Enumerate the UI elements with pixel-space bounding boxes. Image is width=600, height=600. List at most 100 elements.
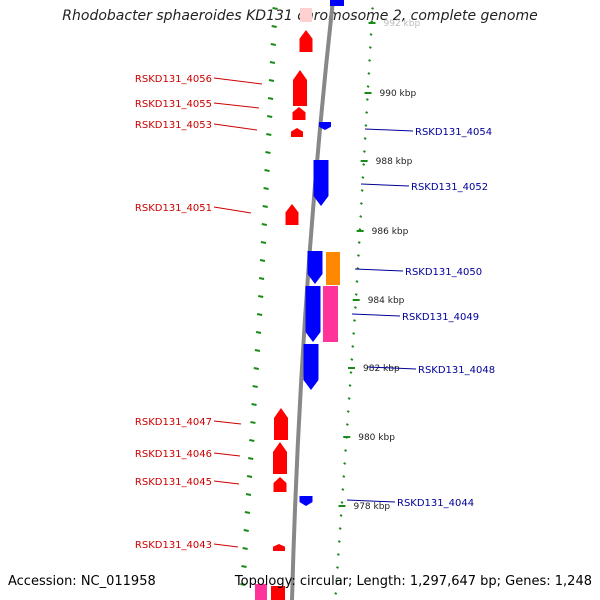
inner-tick	[258, 295, 264, 298]
inner-tick	[242, 547, 248, 550]
gene-label-reverse[interactable]: RSKD131_4054	[415, 127, 492, 138]
gene-red-bottom[interactable]	[271, 586, 285, 600]
feature-orange[interactable]	[326, 252, 340, 285]
label-leader-line	[364, 128, 414, 132]
gene-rskd131-4055[interactable]	[292, 107, 306, 120]
label-leader-line	[213, 77, 263, 85]
outer-tick	[365, 98, 369, 101]
outer-tick	[361, 176, 365, 179]
gene-label-forward[interactable]: RSKD131_4043	[135, 540, 212, 551]
outer-tick	[338, 527, 342, 530]
feature-pink[interactable]	[323, 286, 338, 342]
outer-tick	[341, 488, 345, 491]
gene-pink-faded	[300, 8, 312, 22]
gene-rskd131-4045[interactable]	[273, 477, 287, 492]
inner-tick	[270, 43, 276, 46]
gene-rskd131-4046[interactable]	[273, 442, 287, 474]
outer-tick	[337, 540, 341, 543]
outer-tick	[346, 410, 350, 413]
label-leader-line	[213, 543, 239, 548]
inner-tick	[246, 475, 253, 478]
gene-label-forward[interactable]: RSKD131_4045	[135, 477, 212, 488]
gene-rskd131-4051[interactable]	[285, 204, 299, 225]
gene-rskd131-4049-blue[interactable]	[305, 286, 321, 342]
outer-tick	[350, 358, 354, 361]
inner-tick	[271, 25, 277, 28]
gene-label-reverse[interactable]: RSKD131_4044	[397, 498, 474, 509]
kbp-label: 990 kbp	[380, 89, 417, 99]
outer-tick	[366, 85, 370, 88]
gene-label-reverse[interactable]: RSKD131_4048	[418, 365, 495, 376]
outer-tick	[343, 462, 347, 465]
inner-tick	[269, 61, 276, 64]
outer-tick	[368, 46, 372, 49]
inner-tick	[264, 169, 270, 172]
outer-tick	[362, 163, 366, 166]
outer-tick	[370, 20, 374, 23]
label-leader-line	[213, 206, 252, 214]
inner-tick	[255, 331, 262, 334]
gene-rskd131-4050-blue[interactable]	[307, 251, 323, 284]
inner-tick	[258, 277, 265, 280]
outer-tick	[362, 150, 366, 153]
inner-tick	[267, 97, 274, 100]
gene-rskd131-4054[interactable]	[319, 122, 331, 130]
inner-tick	[254, 349, 261, 352]
outer-tick	[354, 293, 358, 296]
gene-label-reverse[interactable]: RSKD131_4050	[405, 267, 482, 278]
gene-label-forward[interactable]: RSKD131_4046	[135, 449, 212, 460]
outer-tick	[349, 371, 353, 374]
map-title: Rhodobacter sphaeroides KD131 chromosome…	[62, 8, 538, 24]
gene-label-forward[interactable]: RSKD131_4053	[135, 120, 212, 131]
label-leader-line	[213, 420, 242, 425]
kbp-label: 984 kbp	[368, 296, 405, 306]
outer-tick	[347, 397, 351, 400]
gene-rskd131-4044[interactable]	[299, 496, 313, 506]
outer-tick	[365, 111, 369, 114]
outer-tick	[357, 254, 360, 257]
outer-tick	[357, 241, 361, 244]
gene-label-forward[interactable]: RSKD131_4047	[135, 417, 212, 428]
outer-tick	[364, 124, 368, 127]
inner-tick	[266, 133, 272, 136]
outer-tick	[358, 228, 362, 231]
label-leader-line	[213, 123, 258, 131]
outer-tick	[369, 33, 373, 36]
inner-tick	[251, 403, 257, 406]
outer-tick	[359, 202, 363, 205]
inner-tick	[265, 151, 271, 154]
outer-tick	[355, 280, 359, 283]
label-leader-line	[367, 366, 417, 370]
gene-label-reverse[interactable]: RSKD131_4052	[411, 182, 488, 193]
gene-label-reverse[interactable]: RSKD131_4049	[402, 312, 479, 323]
outer-tick	[334, 592, 338, 595]
label-leader-line	[360, 183, 410, 187]
gene-rskd131-4056[interactable]	[293, 70, 307, 106]
outer-tick	[342, 475, 346, 478]
outer-tick	[336, 553, 340, 556]
outer-tick	[345, 423, 349, 426]
gene-label-forward[interactable]: RSKD131_4051	[135, 203, 212, 214]
inner-tick	[245, 493, 252, 496]
outer-tick	[371, 7, 374, 10]
outer-tick	[368, 59, 372, 62]
outer-tick	[367, 72, 371, 75]
gene-rskd131-4053[interactable]	[291, 128, 303, 137]
kbp-label: 978 kbp	[353, 502, 390, 512]
kbp-label: 980 kbp	[358, 433, 395, 443]
gene-red[interactable]	[299, 30, 313, 52]
kbp-label: 982 kbp	[363, 364, 400, 374]
gene-rskd131-4052[interactable]	[313, 160, 329, 206]
inner-tick	[244, 511, 251, 514]
gene-rskd131-4047[interactable]	[274, 408, 288, 440]
outer-tick	[340, 501, 344, 504]
gene-rskd131-4043[interactable]	[273, 544, 285, 551]
gene-label-forward[interactable]: RSKD131_4055	[135, 99, 212, 110]
gene-blue-top[interactable]	[330, 0, 344, 6]
gene-label-forward[interactable]: RSKD131_4056	[135, 74, 212, 85]
feature-pink-bottom[interactable]	[255, 584, 267, 600]
inner-tick	[259, 259, 266, 262]
gene-rskd131-4048[interactable]	[303, 344, 319, 390]
inner-tick	[268, 79, 275, 82]
